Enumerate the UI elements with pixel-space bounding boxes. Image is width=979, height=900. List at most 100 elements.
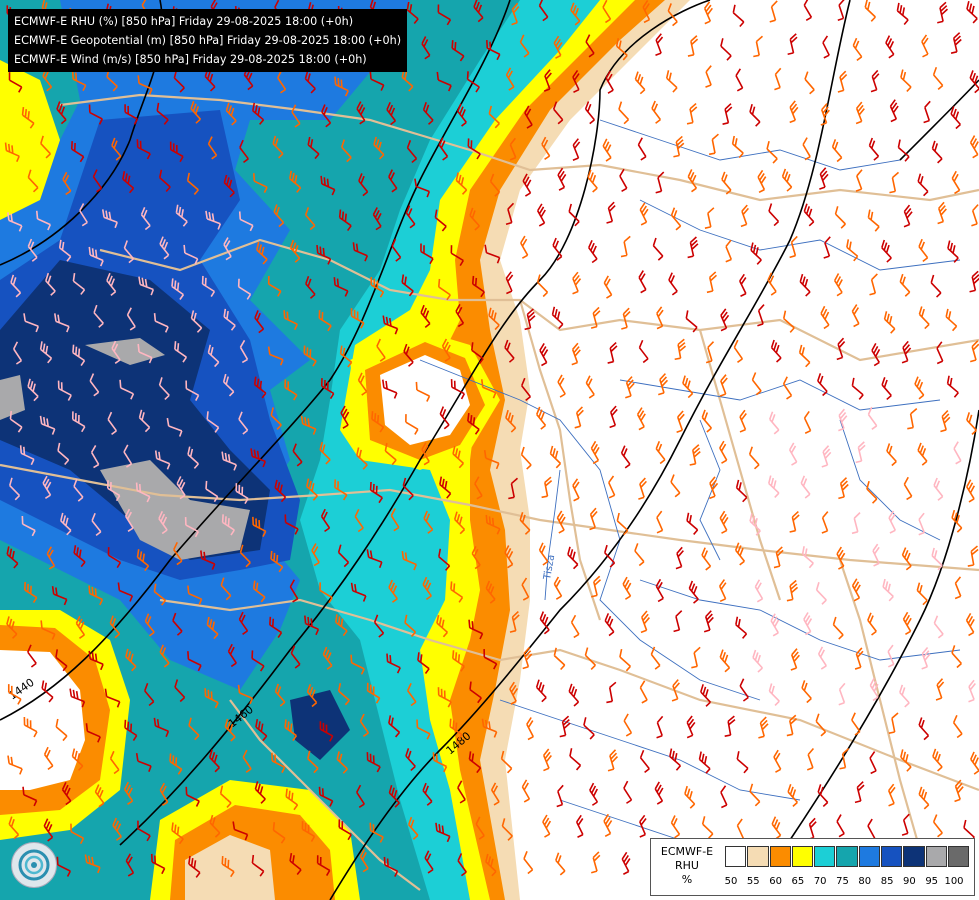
wind-barb <box>136 549 150 572</box>
legend-swatch <box>836 846 858 867</box>
wind-barb <box>918 238 929 263</box>
wind-barb <box>9 411 23 433</box>
wind-barb <box>736 751 749 774</box>
wind-barb <box>817 784 829 808</box>
wind-barb <box>183 244 199 265</box>
wind-barb <box>403 343 414 367</box>
wind-barb <box>432 752 448 773</box>
wind-barb <box>340 405 350 429</box>
wind-barb <box>923 100 931 124</box>
wind-barb <box>735 68 744 92</box>
wind-barb <box>71 411 86 433</box>
wind-barb <box>333 277 349 297</box>
wind-barb <box>616 512 629 536</box>
wind-barb <box>720 308 730 332</box>
wind-barb <box>255 718 268 742</box>
wind-barb <box>907 408 918 430</box>
wind-barb <box>154 450 171 470</box>
wind-barb <box>185 380 200 401</box>
wind-barb <box>940 410 951 433</box>
wind-barb <box>901 813 910 836</box>
wind-barb <box>721 171 732 195</box>
wind-barb <box>652 237 664 261</box>
legend-tick-label: 65 <box>791 876 805 887</box>
wind-barb <box>947 240 959 263</box>
wind-barb <box>526 717 535 741</box>
wind-barb <box>896 2 909 25</box>
wind-barb <box>801 546 814 569</box>
title-line-rhu: ECMWF-E RHU (%) [850 hPa] Friday 29-08-2… <box>14 15 354 28</box>
wind-barb <box>602 0 612 24</box>
wind-barb <box>60 512 72 536</box>
wind-barb <box>583 717 595 740</box>
wind-barb <box>356 101 366 125</box>
wind-barb <box>936 341 944 365</box>
wind-barb <box>837 0 846 22</box>
wind-barb <box>686 715 696 739</box>
wind-barb <box>817 646 827 670</box>
wind-barb <box>932 66 944 91</box>
legend-label-variable: RHU <box>675 859 699 872</box>
wind-barb <box>757 169 767 194</box>
wind-barb <box>489 173 501 197</box>
rhu-sw-white <box>0 650 85 790</box>
wind-barb <box>655 33 664 56</box>
wind-barb <box>520 446 532 470</box>
wind-barb <box>106 480 121 502</box>
wind-barb <box>70 823 85 844</box>
wind-barb <box>421 442 430 466</box>
wind-barb <box>109 615 121 639</box>
wind-barb <box>19 445 35 466</box>
wind-barb <box>153 583 167 606</box>
wind-barb <box>781 168 793 192</box>
wind-barb <box>803 410 812 435</box>
wind-barb <box>504 545 514 569</box>
wind-barb <box>872 543 880 567</box>
wind-barb <box>350 308 365 329</box>
wind-barb <box>606 681 617 704</box>
wind-barb <box>819 167 829 190</box>
wind-barb <box>885 35 895 59</box>
wind-barb <box>158 169 171 193</box>
wind-barb <box>918 512 926 536</box>
wind-barb <box>505 271 514 295</box>
wind-barb <box>570 2 581 26</box>
country-borders <box>0 93 979 891</box>
wind-barb <box>40 620 56 640</box>
wind-barb <box>272 135 284 159</box>
wind-barb <box>590 306 601 329</box>
rhu-band-navy <box>0 260 270 560</box>
wind-barb <box>221 855 235 878</box>
wind-barb <box>238 211 254 232</box>
legend-tick-label: 75 <box>836 876 849 887</box>
wind-barb <box>782 310 795 333</box>
wind-barb <box>322 646 333 670</box>
wind-barb <box>572 69 580 93</box>
wind-barb <box>665 70 678 93</box>
wind-barb <box>339 345 353 368</box>
wind-barb <box>7 212 23 232</box>
wind-barb <box>590 440 600 465</box>
wind-barb <box>953 441 962 465</box>
wind-barb <box>523 851 534 875</box>
wind-barb <box>366 549 383 569</box>
wind-barb <box>682 375 694 399</box>
wind-barb <box>851 712 861 736</box>
wind-barb <box>802 137 811 161</box>
river-label-tisza: Tisza <box>542 554 557 582</box>
wind-barb <box>138 276 155 296</box>
wind-barb <box>685 310 698 333</box>
wind-barb <box>390 508 400 532</box>
wind-barb <box>123 781 134 806</box>
wind-barb <box>519 512 531 535</box>
wind-barb <box>207 136 218 160</box>
wind-barb <box>733 339 744 363</box>
wind-barb <box>437 278 451 301</box>
wind-barb <box>109 750 120 775</box>
wind-barb <box>589 782 599 806</box>
wind-barb <box>687 169 698 193</box>
wind-barb <box>504 339 515 363</box>
wind-barb <box>138 409 151 433</box>
wind-barb <box>373 614 385 638</box>
